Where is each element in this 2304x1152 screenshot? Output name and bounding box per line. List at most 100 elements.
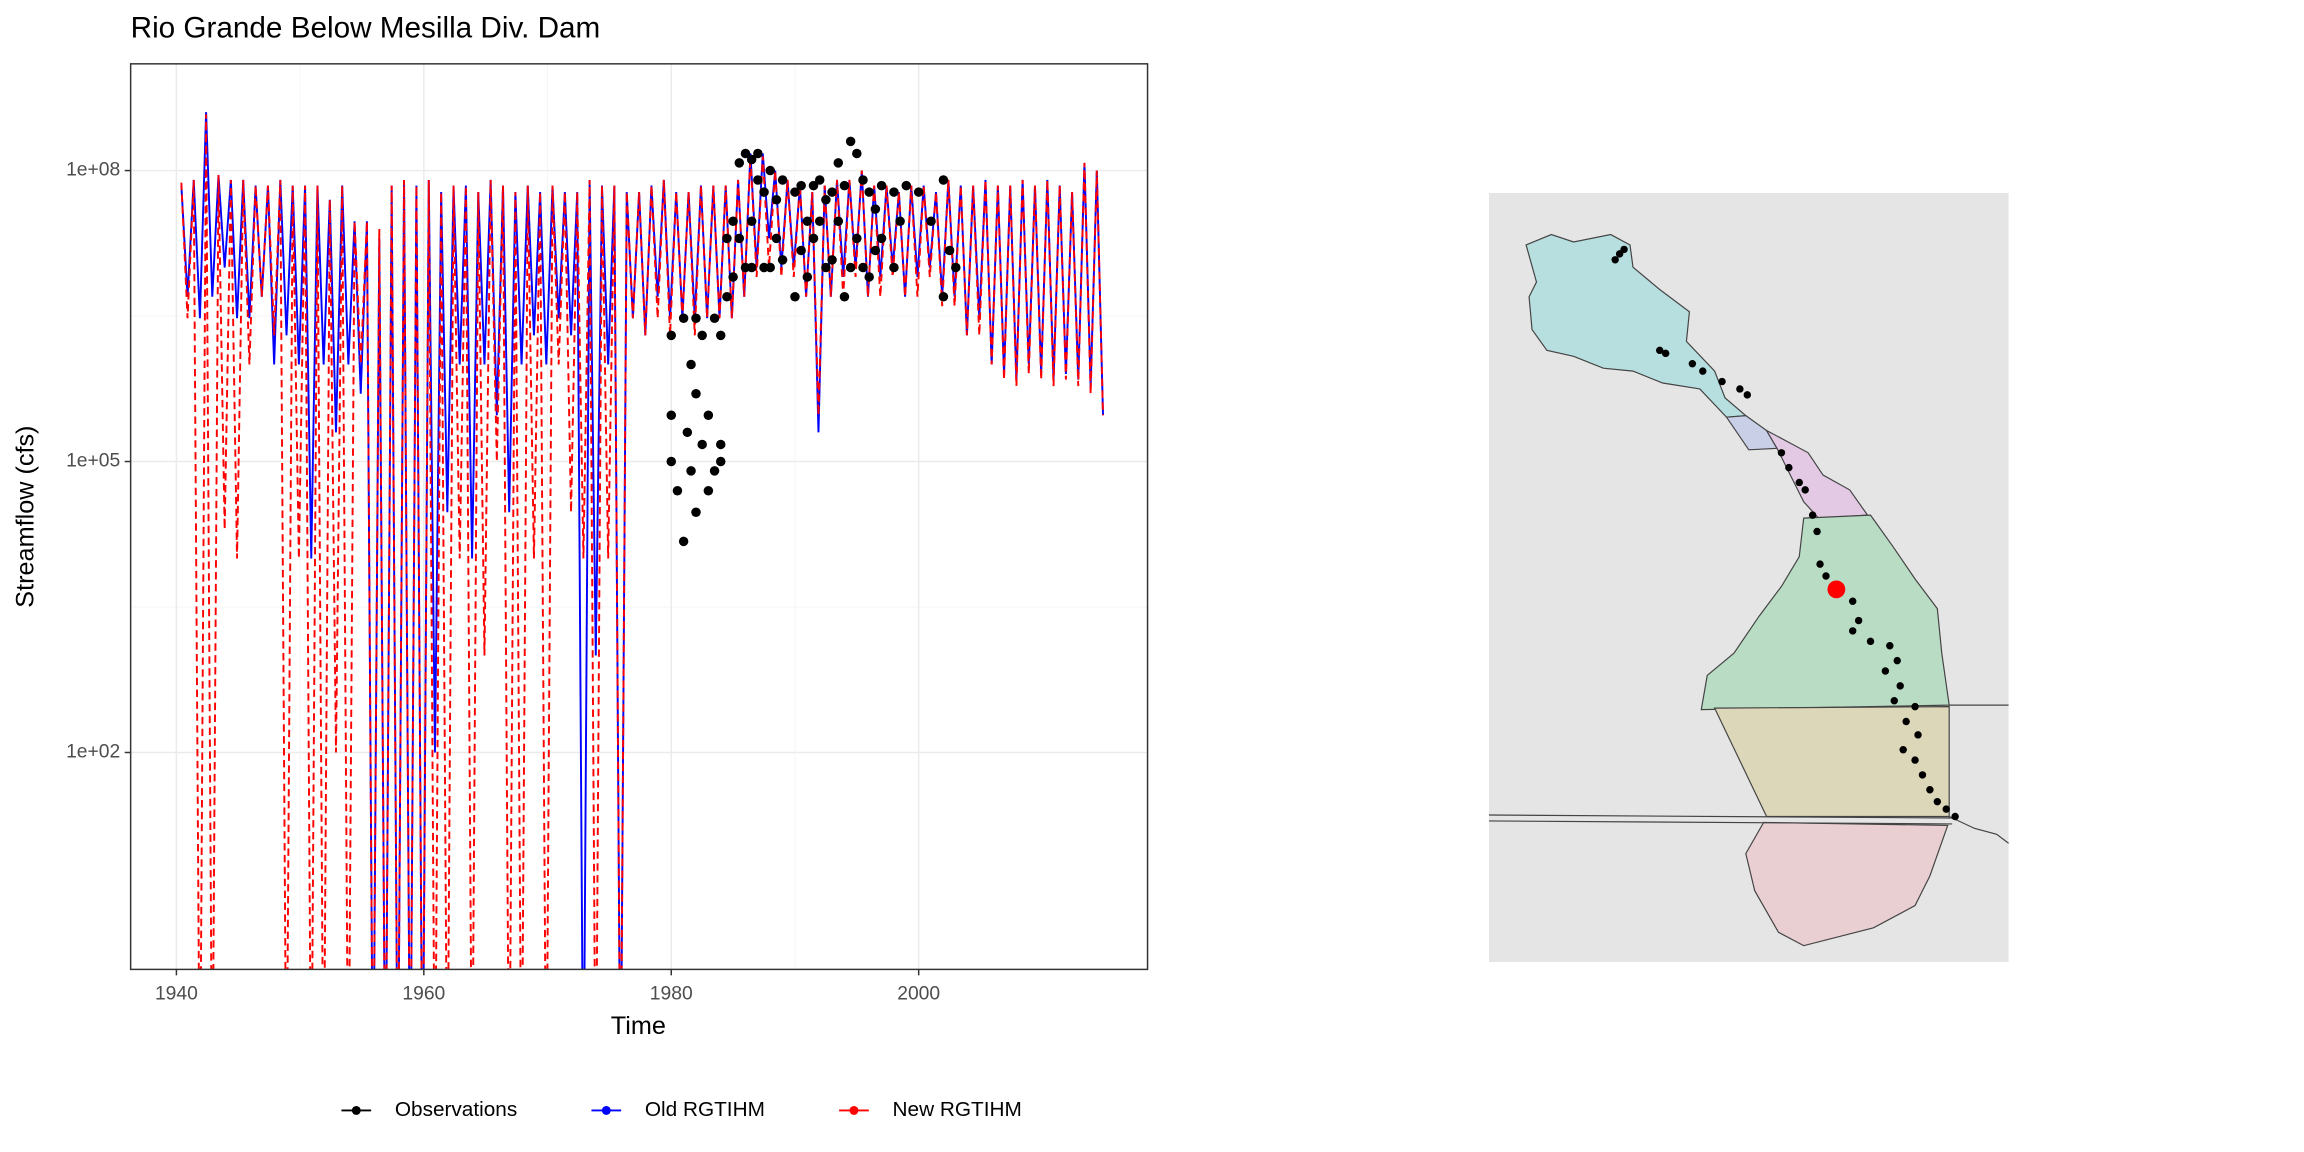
observation-point — [728, 216, 738, 227]
observation-point — [709, 466, 720, 476]
y-axis-title: Streamflow (cfs) — [11, 426, 39, 608]
legend-label: New RGTIHM — [893, 1098, 1022, 1121]
observation-point — [682, 427, 693, 438]
observation-point — [814, 175, 825, 185]
observation-point — [858, 175, 868, 185]
observation-point — [691, 313, 701, 324]
observation-point — [901, 180, 912, 191]
observation-point — [734, 158, 745, 168]
observation-point — [722, 291, 732, 302]
observation-point — [864, 272, 874, 282]
region — [1745, 821, 1949, 947]
observation-point — [808, 233, 819, 244]
observation-point — [951, 262, 961, 273]
observation-point — [666, 456, 677, 467]
observation-point — [802, 272, 813, 282]
series-line — [180, 114, 1104, 970]
observation-point — [839, 291, 850, 302]
observation-point — [913, 187, 924, 197]
selected-site — [1827, 580, 1846, 599]
observation-point — [796, 245, 806, 256]
observation-point — [740, 148, 751, 159]
observation-point — [796, 180, 806, 191]
observation-point — [926, 216, 936, 227]
observation-point — [771, 233, 782, 244]
observation-point — [790, 187, 800, 197]
observation-point — [678, 313, 689, 324]
map — [1488, 192, 2009, 962]
legend-label: Observations — [395, 1098, 517, 1121]
observation-point — [715, 456, 726, 467]
x-tick-label: 2000 — [897, 984, 940, 1005]
observation-point — [746, 216, 757, 227]
x-tick-label: 1980 — [650, 984, 693, 1005]
observation-point — [833, 158, 844, 168]
observation-point — [777, 255, 788, 265]
observation-point — [845, 262, 856, 273]
observation-point — [938, 175, 949, 185]
observation-point — [753, 148, 763, 159]
observation-point — [728, 272, 738, 282]
panel-border — [129, 63, 1149, 971]
legend-key-point — [601, 1105, 611, 1115]
x-tick-label: 1960 — [402, 984, 445, 1005]
observation-point — [858, 262, 868, 273]
y-tick-label: 1e+05 — [66, 451, 120, 472]
observation-point — [895, 216, 905, 227]
observation-point — [821, 262, 831, 273]
observation-point — [691, 507, 701, 517]
observation-point — [790, 291, 800, 302]
observation-point — [686, 359, 696, 370]
legend-key-point — [351, 1105, 361, 1115]
observation-point — [833, 216, 844, 227]
observation-point — [938, 291, 949, 302]
observation-point — [870, 245, 881, 256]
observation-point — [759, 187, 769, 197]
boundary — [1488, 704, 2009, 844]
observation-point — [686, 466, 696, 476]
observation-point — [715, 439, 726, 450]
x-axis-title: Time — [611, 1012, 666, 1040]
observation-point — [722, 233, 732, 244]
observation-point — [876, 180, 887, 191]
observation-point — [734, 233, 745, 244]
observation-point — [765, 262, 775, 273]
observation-point — [746, 262, 757, 273]
observation-point — [703, 485, 714, 496]
observation-point — [697, 439, 707, 450]
observation-point — [802, 216, 813, 227]
observation-point — [771, 195, 782, 205]
observation-point — [827, 255, 837, 265]
observation-point — [666, 410, 677, 420]
observation-point — [821, 195, 831, 205]
observation-point — [852, 233, 862, 244]
plot-area — [180, 112, 1104, 970]
legend: Observations Old RGTIHM New RGTIHM — [341, 1098, 1022, 1121]
observation-point — [876, 233, 887, 244]
observation-point — [666, 330, 677, 341]
x-tick-label: 1940 — [155, 984, 198, 1005]
observation-point — [703, 410, 714, 420]
legend-key-point — [849, 1105, 859, 1115]
observation-point — [839, 180, 850, 191]
observation-point — [691, 388, 701, 399]
observation-point — [715, 330, 726, 341]
axes: 1e+02 1e+05 1e+08 1940 1960 1980 2000 — [66, 160, 940, 1005]
map-points — [1611, 245, 1959, 821]
observation-point — [814, 216, 825, 227]
y-tick-label: 1e+02 — [66, 742, 120, 763]
chart-title: Rio Grande Below Mesilla Div. Dam — [131, 12, 601, 45]
observation-point — [746, 154, 757, 165]
observation-point — [709, 313, 720, 324]
observation-point — [678, 536, 689, 547]
observation-point — [808, 180, 819, 191]
observation-point — [672, 485, 683, 496]
legend-label: Old RGTIHM — [645, 1098, 765, 1121]
observation-point — [765, 165, 775, 176]
observation-point — [697, 330, 707, 341]
observation-point — [870, 204, 881, 214]
observation-point — [889, 262, 899, 273]
observation-point — [852, 148, 862, 159]
